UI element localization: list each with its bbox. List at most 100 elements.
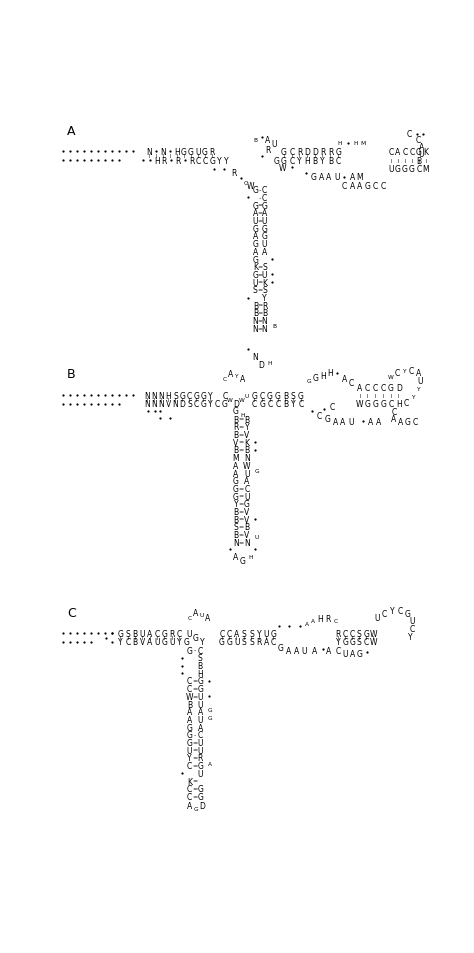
- Text: =: =: [238, 433, 243, 437]
- Text: M: M: [422, 165, 429, 174]
- Text: C: C: [219, 629, 225, 639]
- Text: K: K: [262, 278, 267, 287]
- Text: S: S: [187, 400, 192, 409]
- Text: G: G: [298, 392, 304, 400]
- Text: A: A: [67, 125, 75, 138]
- Text: G: G: [197, 792, 203, 801]
- Text: =: =: [238, 440, 243, 445]
- Text: =: =: [257, 203, 263, 209]
- Text: C: C: [187, 677, 192, 686]
- Text: A: A: [395, 148, 401, 156]
- Text: S: S: [253, 286, 258, 295]
- Text: C: C: [222, 392, 228, 400]
- Text: G: G: [310, 172, 316, 182]
- Text: S: S: [234, 523, 238, 532]
- Text: G: G: [252, 392, 257, 400]
- Text: A: A: [311, 618, 316, 624]
- Text: B: B: [272, 324, 276, 329]
- Text: C: C: [196, 157, 201, 166]
- Text: A: A: [262, 209, 267, 218]
- Text: I: I: [164, 636, 165, 640]
- Text: I: I: [337, 154, 339, 159]
- Text: D: D: [199, 801, 205, 810]
- Text: C: C: [365, 384, 370, 393]
- Text: C: C: [349, 378, 354, 387]
- Text: G: G: [208, 707, 213, 712]
- Text: A: A: [187, 715, 192, 724]
- Text: R: R: [175, 157, 181, 166]
- Text: K: K: [244, 438, 249, 447]
- Text: I: I: [307, 154, 308, 159]
- Text: G: G: [252, 271, 258, 279]
- Text: I: I: [156, 636, 158, 640]
- Text: =: =: [238, 425, 243, 430]
- Text: G: G: [365, 182, 371, 192]
- Text: =: =: [192, 763, 198, 768]
- Text: D: D: [312, 148, 318, 156]
- Text: A: A: [319, 172, 324, 182]
- Text: I: I: [283, 154, 285, 159]
- Text: C: C: [262, 186, 267, 195]
- Text: R: R: [169, 629, 175, 639]
- Text: =: =: [257, 280, 263, 285]
- Text: V: V: [244, 431, 249, 439]
- Text: R: R: [231, 169, 237, 178]
- Text: A: A: [264, 638, 269, 646]
- Text: U: U: [198, 700, 203, 709]
- Text: G: G: [244, 499, 250, 509]
- Text: C: C: [215, 400, 220, 409]
- Text: A: A: [357, 384, 363, 393]
- Text: H: H: [327, 369, 333, 378]
- Text: G: G: [201, 400, 206, 409]
- Text: Y: Y: [320, 157, 325, 166]
- Text: I: I: [277, 397, 279, 402]
- Text: G: G: [219, 638, 225, 646]
- Text: I: I: [168, 397, 169, 402]
- Text: A: A: [193, 608, 198, 618]
- Text: U: U: [155, 638, 160, 646]
- Text: I: I: [182, 397, 183, 402]
- Text: Y: Y: [411, 395, 414, 400]
- Text: C: C: [187, 792, 192, 801]
- Text: I: I: [367, 394, 368, 398]
- Text: Y: Y: [224, 157, 229, 166]
- Text: A: A: [294, 646, 299, 655]
- Text: G: G: [363, 629, 369, 639]
- Text: =: =: [238, 502, 243, 507]
- Text: H: H: [353, 141, 357, 146]
- Text: G: G: [342, 638, 348, 646]
- Text: R: R: [198, 754, 203, 762]
- Text: G: G: [388, 384, 394, 393]
- Text: C: C: [381, 384, 386, 393]
- Text: B: B: [233, 508, 238, 517]
- Text: U: U: [409, 617, 415, 626]
- Text: A: A: [253, 248, 258, 256]
- Text: A: A: [415, 369, 421, 378]
- Text: C: C: [267, 400, 273, 409]
- Text: =: =: [257, 311, 263, 316]
- Text: C: C: [289, 157, 294, 166]
- Text: A: A: [265, 136, 270, 145]
- Text: U: U: [419, 150, 424, 159]
- Text: G: G: [197, 784, 203, 794]
- Text: =: =: [192, 740, 198, 745]
- Text: N: N: [244, 454, 250, 463]
- Text: Y: Y: [256, 629, 261, 639]
- Text: G: G: [267, 392, 273, 400]
- Text: C: C: [364, 638, 369, 646]
- Text: Y: Y: [336, 638, 340, 646]
- Text: U: U: [388, 165, 394, 174]
- Text: G: G: [180, 392, 185, 400]
- Text: A: A: [228, 370, 233, 379]
- Text: C: C: [275, 400, 281, 409]
- Text: Y: Y: [416, 387, 420, 392]
- Text: C: C: [406, 130, 411, 139]
- Text: S: S: [173, 392, 178, 400]
- Text: A: A: [376, 417, 381, 427]
- Text: I: I: [179, 636, 180, 640]
- Text: C: C: [227, 629, 232, 639]
- Text: =: =: [238, 540, 243, 545]
- Text: B: B: [283, 400, 288, 409]
- Text: H: H: [198, 669, 203, 678]
- Text: C: C: [404, 399, 409, 408]
